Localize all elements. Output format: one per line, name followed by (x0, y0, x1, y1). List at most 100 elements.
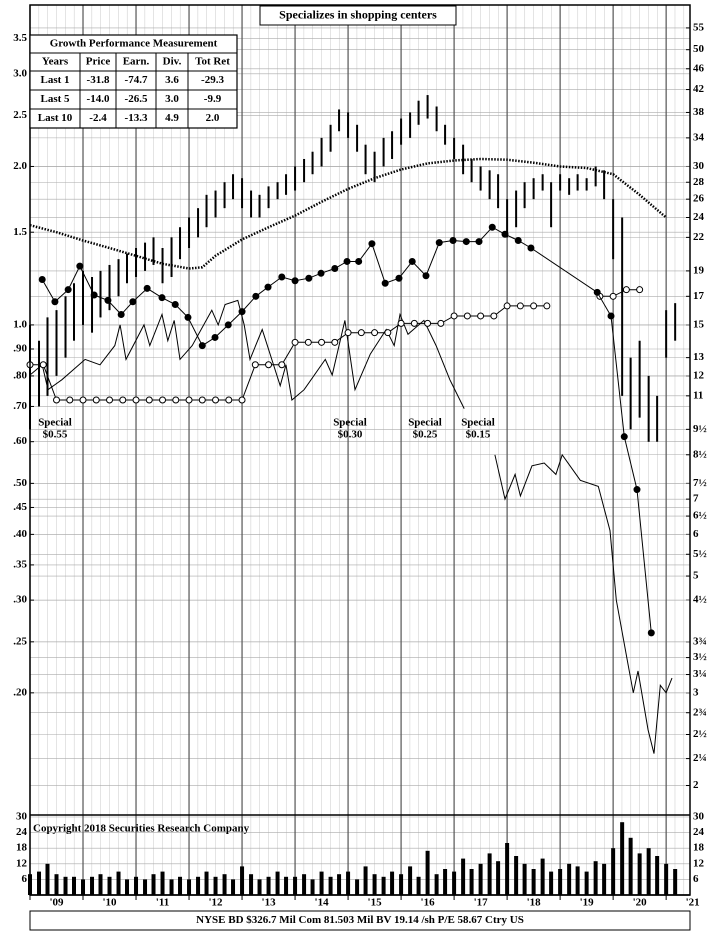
table-cell: -26.5 (125, 93, 148, 105)
volume-bar (310, 879, 315, 895)
volume-bar (655, 856, 660, 895)
volume-bar (45, 863, 50, 895)
dividend-point (424, 319, 432, 327)
volume-tick-label: 30 (16, 811, 28, 823)
earnings-point (117, 310, 125, 318)
y-tick-label: 26 (693, 193, 705, 205)
x-tick-label: '14 (315, 897, 330, 909)
y-tick-label: 6 (693, 528, 699, 540)
table-cell: Last 1 (40, 74, 69, 86)
y-tick-label: 3½ (693, 651, 707, 663)
volume-bar (372, 874, 377, 895)
dividend-point (79, 396, 87, 404)
dividend-point (371, 329, 379, 337)
y-tick-label: 34 (693, 131, 705, 143)
grid (29, 5, 690, 895)
volume-tick-label: 24 (16, 826, 28, 838)
dividend-point (304, 338, 312, 346)
x-tick-label: '19 (580, 897, 595, 909)
y2-tick-label: .35 (13, 558, 27, 570)
dividend-point (331, 338, 339, 346)
y-tick-label: 3¼ (693, 668, 707, 680)
volume-bar (363, 866, 368, 895)
volume-bar (416, 876, 421, 895)
x-tick-label: '21 (686, 897, 700, 909)
volume-tick-label: 6 (693, 873, 699, 885)
earnings-point (143, 284, 151, 292)
table-cell: 2.0 (206, 112, 220, 124)
dividend-point (39, 361, 47, 369)
y-tick-label: 5½ (693, 548, 707, 560)
earnings-point (90, 291, 98, 299)
volume-bar (284, 876, 289, 895)
volume-bar (549, 871, 554, 895)
table-cell: -31.8 (87, 74, 110, 86)
y-tick-label: 55 (693, 21, 705, 33)
volume-tick-label: 12 (693, 857, 705, 869)
y-tick-label: 46 (693, 62, 705, 74)
dividend-point (132, 396, 140, 404)
dividend-point (490, 312, 498, 320)
volume-bar (602, 863, 607, 895)
annotation: Special (38, 417, 72, 429)
x-tick-label: '18 (527, 897, 542, 909)
table-header: Price (86, 56, 111, 68)
y-tick-label: 5 (693, 570, 699, 582)
y-tick-label: 3 (693, 686, 699, 698)
annotation: Special (408, 417, 442, 429)
volume-bar (134, 876, 139, 895)
annotation: $0.15 (466, 429, 491, 441)
dividend-point (66, 396, 74, 404)
x-tick-label: '17 (474, 897, 489, 909)
y2-tick-label: .80 (13, 369, 27, 381)
volume-tick-label: 12 (16, 857, 28, 869)
y-tick-label: 3¾ (693, 635, 707, 647)
earnings-point (158, 294, 166, 302)
dividend-point (265, 361, 273, 369)
table-cell: Last 10 (38, 112, 73, 124)
y2-tick-label: .40 (13, 528, 27, 540)
y-tick-label: 11 (693, 389, 703, 401)
x-tick-label: '20 (633, 897, 648, 909)
volume-bar (143, 879, 148, 895)
y-tick-label: 9½ (693, 423, 707, 435)
earnings-point (184, 313, 192, 321)
volume-bar (443, 869, 448, 895)
y-tick-label: 2 (693, 779, 699, 791)
dividend-point (384, 329, 392, 337)
volume-bar (222, 874, 227, 895)
volume-bar (204, 871, 209, 895)
volume-bar (275, 871, 280, 895)
volume-bar (452, 871, 457, 895)
table-cell: -13.3 (125, 112, 148, 124)
table-cell: -29.3 (201, 74, 224, 86)
annotation: Special (333, 417, 367, 429)
volume-bar (90, 876, 95, 895)
y-tick-label: 38 (693, 106, 705, 118)
volume-bar (558, 869, 563, 895)
y2-tick-label: 3.5 (13, 32, 27, 44)
earnings-point (449, 237, 457, 245)
table-header: Earn. (123, 56, 150, 68)
earnings-point (462, 238, 470, 246)
y2-tick-label: 1.5 (13, 226, 27, 238)
volume-bar (125, 879, 130, 895)
volume-bar (584, 871, 589, 895)
table-cell: -2.4 (89, 112, 107, 124)
volume-bar (98, 874, 103, 895)
x-tick-label: '15 (368, 897, 383, 909)
y-tick-label: 28 (693, 176, 705, 188)
table-header: Div. (163, 56, 182, 68)
dividend-point (106, 396, 114, 404)
dividend-point (477, 312, 485, 320)
table-cell: -74.7 (125, 74, 148, 86)
y-tick-label: 13 (693, 351, 705, 363)
dividend-point (159, 396, 167, 404)
earnings-point (381, 279, 389, 287)
dividend-point (318, 338, 326, 346)
dividend-point (410, 319, 418, 327)
volume-bar (434, 874, 439, 895)
volume-bar (54, 874, 59, 895)
volume-tick-label: 6 (22, 873, 28, 885)
y-tick-label: 50 (693, 43, 705, 55)
